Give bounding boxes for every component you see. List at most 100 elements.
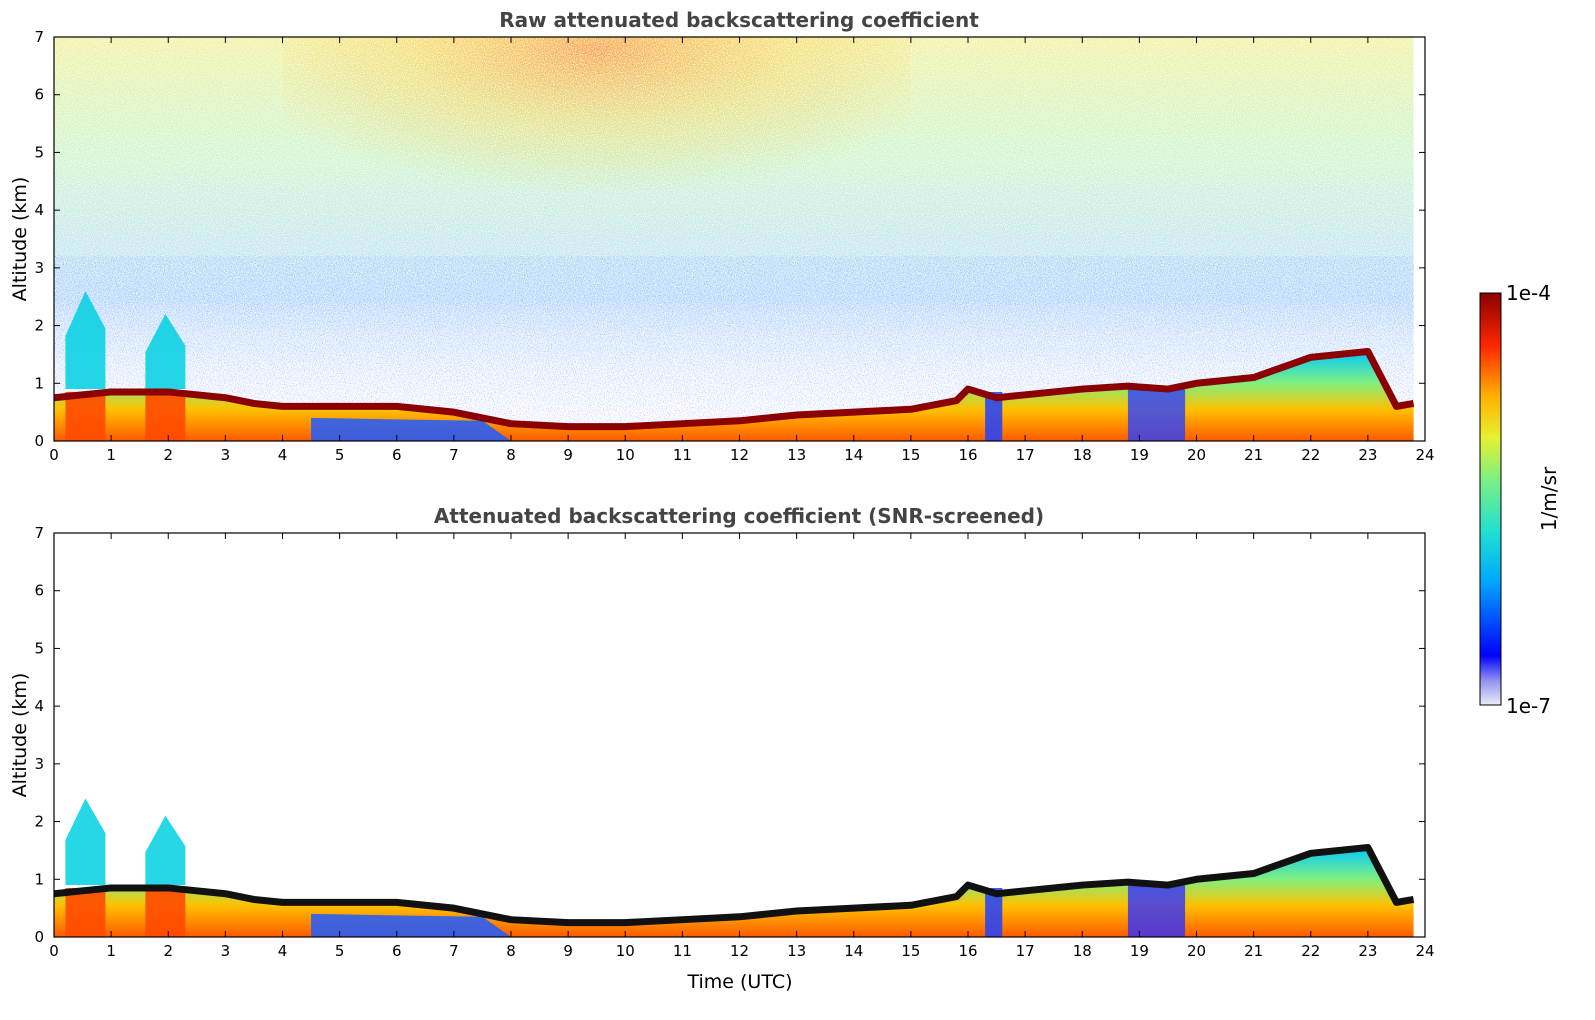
raw-backscatter-plot: Raw attenuated backscattering coefficien… [9,8,1435,464]
y-tick-label: 0 [34,432,44,450]
x-tick-label: 0 [49,942,59,960]
x-tick-label: 2 [163,446,173,464]
low-backscatter-region [311,417,511,441]
y-axis-label: Altitude (km) [9,177,31,302]
boundary-layer-aerosol [54,847,1414,937]
x-tick-label: 17 [1016,446,1035,464]
cloud-base-signal [145,887,186,937]
chart-title: Raw attenuated backscattering coefficien… [499,8,979,32]
x-tick-label: 23 [1358,942,1377,960]
x-tick-label: 3 [221,942,231,960]
x-tick-label: 1 [106,942,116,960]
x-tick-label: 9 [563,942,573,960]
cloud-column [145,314,186,390]
colorbar-min-label: 1e-7 [1506,694,1551,718]
x-tick-label: 14 [844,942,863,960]
x-tick-label: 1 [106,446,116,464]
y-axis: 0 1 2 3 4 5 6 7 [34,28,1425,450]
x-tick-label: 19 [1130,446,1149,464]
x-tick-label: 0 [49,446,59,464]
x-tick-label: 8 [506,942,516,960]
y-tick-label: 4 [34,697,44,715]
plot-area [54,37,1415,441]
x-tick-label: 7 [449,446,459,464]
x-tick-label: 16 [958,942,977,960]
low-backscatter-region [985,391,1003,441]
y-tick-label: 2 [34,317,44,335]
colorbar-gradient [1479,292,1502,706]
x-tick-label: 4 [278,942,288,960]
boundary-layer-top [54,348,1415,431]
cloud-base-signal [145,391,186,441]
x-tick-label: 4 [278,446,288,464]
snr-screened-plot: Attenuated backscattering coefficient (S… [9,504,1435,993]
x-tick-label: 13 [787,942,806,960]
low-backscatter-region [311,913,511,937]
colorbar-unit-label: 1/m/sr [1537,466,1561,531]
cloud-base-signal [65,887,106,937]
cloud-column [65,798,106,886]
x-tick-label: 12 [730,942,749,960]
x-axis: 0 1 2 3 4 5 6 7 8 9 10 11 12 13 14 15 16 17 18 19 20 21 22 23 24 [49,37,1435,464]
y-tick-label: 4 [34,201,44,219]
x-tick-label: 23 [1358,446,1377,464]
y-tick-label: 3 [34,755,44,773]
y-axis: 0 1 2 3 4 5 6 7 [34,524,1425,946]
x-tick-label: 21 [1244,942,1263,960]
x-tick-label: 2 [163,942,173,960]
cloud-column [65,290,106,390]
colorbar: 1e-4 1e-7 1/m/sr [1479,281,1561,718]
cloud-column [145,815,186,886]
x-tick-label: 8 [506,446,516,464]
y-tick-label: 6 [34,86,44,104]
x-axis-label: Time (UTC) [686,971,792,993]
x-tick-label: 6 [392,446,402,464]
y-tick-label: 2 [34,813,44,831]
x-tick-label: 22 [1301,942,1320,960]
x-tick-label: 12 [730,446,749,464]
x-tick-label: 10 [616,446,635,464]
chart-title: Attenuated backscattering coefficient (S… [434,504,1044,528]
x-axis: 0 1 2 3 4 5 6 7 8 9 10 11 12 13 14 15 16 17 18 19 20 21 22 23 24 [49,533,1435,960]
x-tick-label: 10 [616,942,635,960]
x-tick-label: 15 [901,446,920,464]
x-tick-label: 22 [1301,446,1320,464]
plot-area [54,798,1415,937]
x-tick-label: 18 [1073,942,1092,960]
low-backscatter-region [1127,885,1186,937]
x-tick-label: 11 [673,942,692,960]
x-tick-label: 14 [844,446,863,464]
y-tick-label: 5 [34,143,44,161]
y-tick-label: 0 [34,928,44,946]
x-tick-label: 9 [563,446,573,464]
y-tick-label: 6 [34,582,44,600]
x-tick-label: 18 [1073,446,1092,464]
y-tick-label: 1 [34,870,44,888]
boundary-layer-top [54,844,1415,927]
x-tick-label: 5 [335,446,345,464]
x-tick-label: 17 [1016,942,1035,960]
low-backscatter-region [1127,389,1186,441]
y-tick-label: 7 [34,28,44,46]
y-tick-label: 3 [34,259,44,277]
x-tick-label: 21 [1244,446,1263,464]
x-tick-label: 7 [449,942,459,960]
x-tick-label: 20 [1187,942,1206,960]
x-tick-label: 24 [1415,446,1434,464]
y-tick-label: 7 [34,524,44,542]
x-tick-label: 16 [958,446,977,464]
colorbar-max-label: 1e-4 [1506,281,1551,305]
boundary-layer-aerosol [54,351,1414,441]
cloud-base-signal [65,391,106,441]
x-tick-label: 13 [787,446,806,464]
y-tick-label: 5 [34,639,44,657]
x-tick-label: 24 [1415,942,1434,960]
x-tick-label: 3 [221,446,231,464]
y-axis-label: Altitude (km) [9,673,31,798]
x-tick-label: 11 [673,446,692,464]
x-tick-label: 19 [1130,942,1149,960]
x-tick-label: 20 [1187,446,1206,464]
x-tick-label: 6 [392,942,402,960]
y-tick-label: 1 [34,374,44,392]
x-tick-label: 15 [901,942,920,960]
